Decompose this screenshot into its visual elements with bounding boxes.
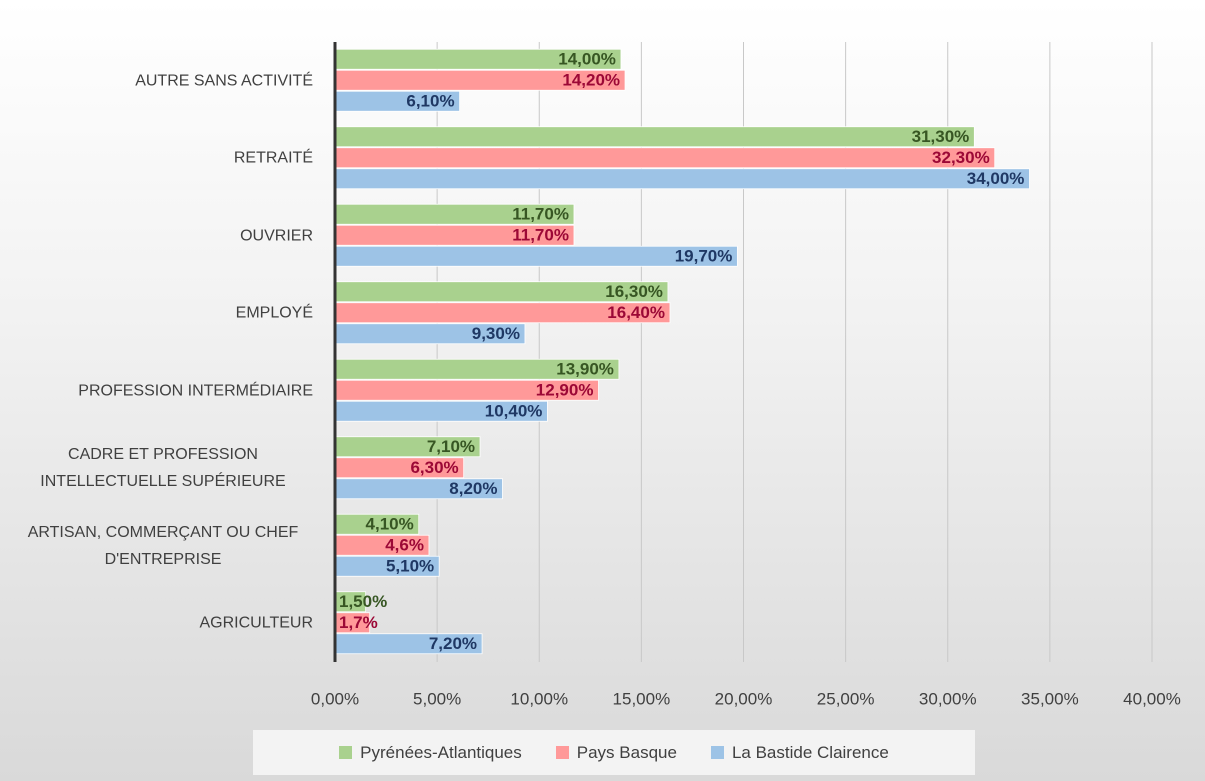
- x-tick-label: 30,00%: [919, 689, 977, 708]
- legend-label: La Bastide Clairence: [731, 742, 889, 762]
- legend-item: Pays Basque: [555, 742, 677, 763]
- data-label: 6,10%: [406, 92, 454, 111]
- data-label: 34,00%: [967, 169, 1025, 188]
- data-label: 7,20%: [429, 634, 477, 653]
- x-tick-label: 35,00%: [1021, 689, 1079, 708]
- data-label: 4,10%: [366, 515, 414, 534]
- data-label: 16,40%: [607, 303, 665, 322]
- x-tick-label: 0,00%: [311, 689, 359, 708]
- data-label: 8,20%: [449, 479, 497, 498]
- x-tick-label: 40,00%: [1123, 689, 1181, 708]
- legend-label: Pyrénées-Atlantiques: [360, 742, 522, 762]
- data-label: 14,00%: [558, 50, 616, 69]
- category-label: AUTRE SANS ACTIVITÉ: [135, 72, 313, 90]
- data-label: 1,50%: [339, 592, 387, 611]
- legend-swatch: [339, 746, 353, 759]
- data-label: 11,70%: [512, 226, 569, 245]
- data-label: 16,30%: [605, 282, 663, 301]
- data-label: 19,70%: [675, 247, 733, 266]
- category-label: RETRAITÉ: [233, 149, 313, 167]
- data-label: 14,20%: [562, 71, 620, 90]
- data-label: 13,90%: [556, 360, 614, 379]
- x-tick-label: 25,00%: [817, 689, 875, 708]
- legend-item: La Bastide Clairence: [710, 742, 889, 763]
- data-label: 6,30%: [410, 458, 458, 477]
- data-label: 5,10%: [386, 557, 434, 576]
- category-label: AGRICULTEUR: [199, 614, 314, 632]
- data-label: 7,10%: [427, 437, 475, 456]
- category-label: EMPLOYÉ: [235, 304, 313, 322]
- x-tick-label: 20,00%: [715, 689, 773, 708]
- legend-swatch: [710, 746, 724, 759]
- data-label: 31,30%: [912, 127, 970, 146]
- bar: [334, 126, 975, 148]
- category-label: ARTISAN, COMMERÇANT OU CHEF D'ENTREPRISE: [27, 523, 299, 568]
- data-label: 9,30%: [472, 324, 520, 343]
- data-label: 1,7%: [339, 613, 378, 632]
- data-label: 10,40%: [485, 402, 543, 421]
- category-label: OUVRIER: [240, 227, 313, 245]
- x-tick-label: 5,00%: [413, 689, 461, 708]
- legend-item: Pyrénées-Atlantiques: [339, 743, 522, 763]
- data-label: 32,30%: [932, 148, 990, 167]
- category-label: PROFESSION INTERMÉDIAIRE: [78, 382, 313, 400]
- x-tick-label: 15,00%: [613, 689, 671, 708]
- category-label: CADRE ET PROFESSION INTELLECTUELLE SUPÉR…: [40, 446, 286, 491]
- data-label: 4,6%: [385, 536, 424, 555]
- x-tick-label: 10,00%: [510, 689, 568, 708]
- data-label: 12,90%: [536, 381, 594, 400]
- legend: Pyrénées-Atlantiques Pays Basque La Bastid…: [253, 730, 975, 775]
- bar: [334, 168, 1030, 190]
- data-label: 11,70%: [512, 205, 569, 224]
- legend-swatch: [555, 746, 569, 759]
- bar: [334, 147, 996, 169]
- legend-label: Pays Basque: [576, 742, 677, 762]
